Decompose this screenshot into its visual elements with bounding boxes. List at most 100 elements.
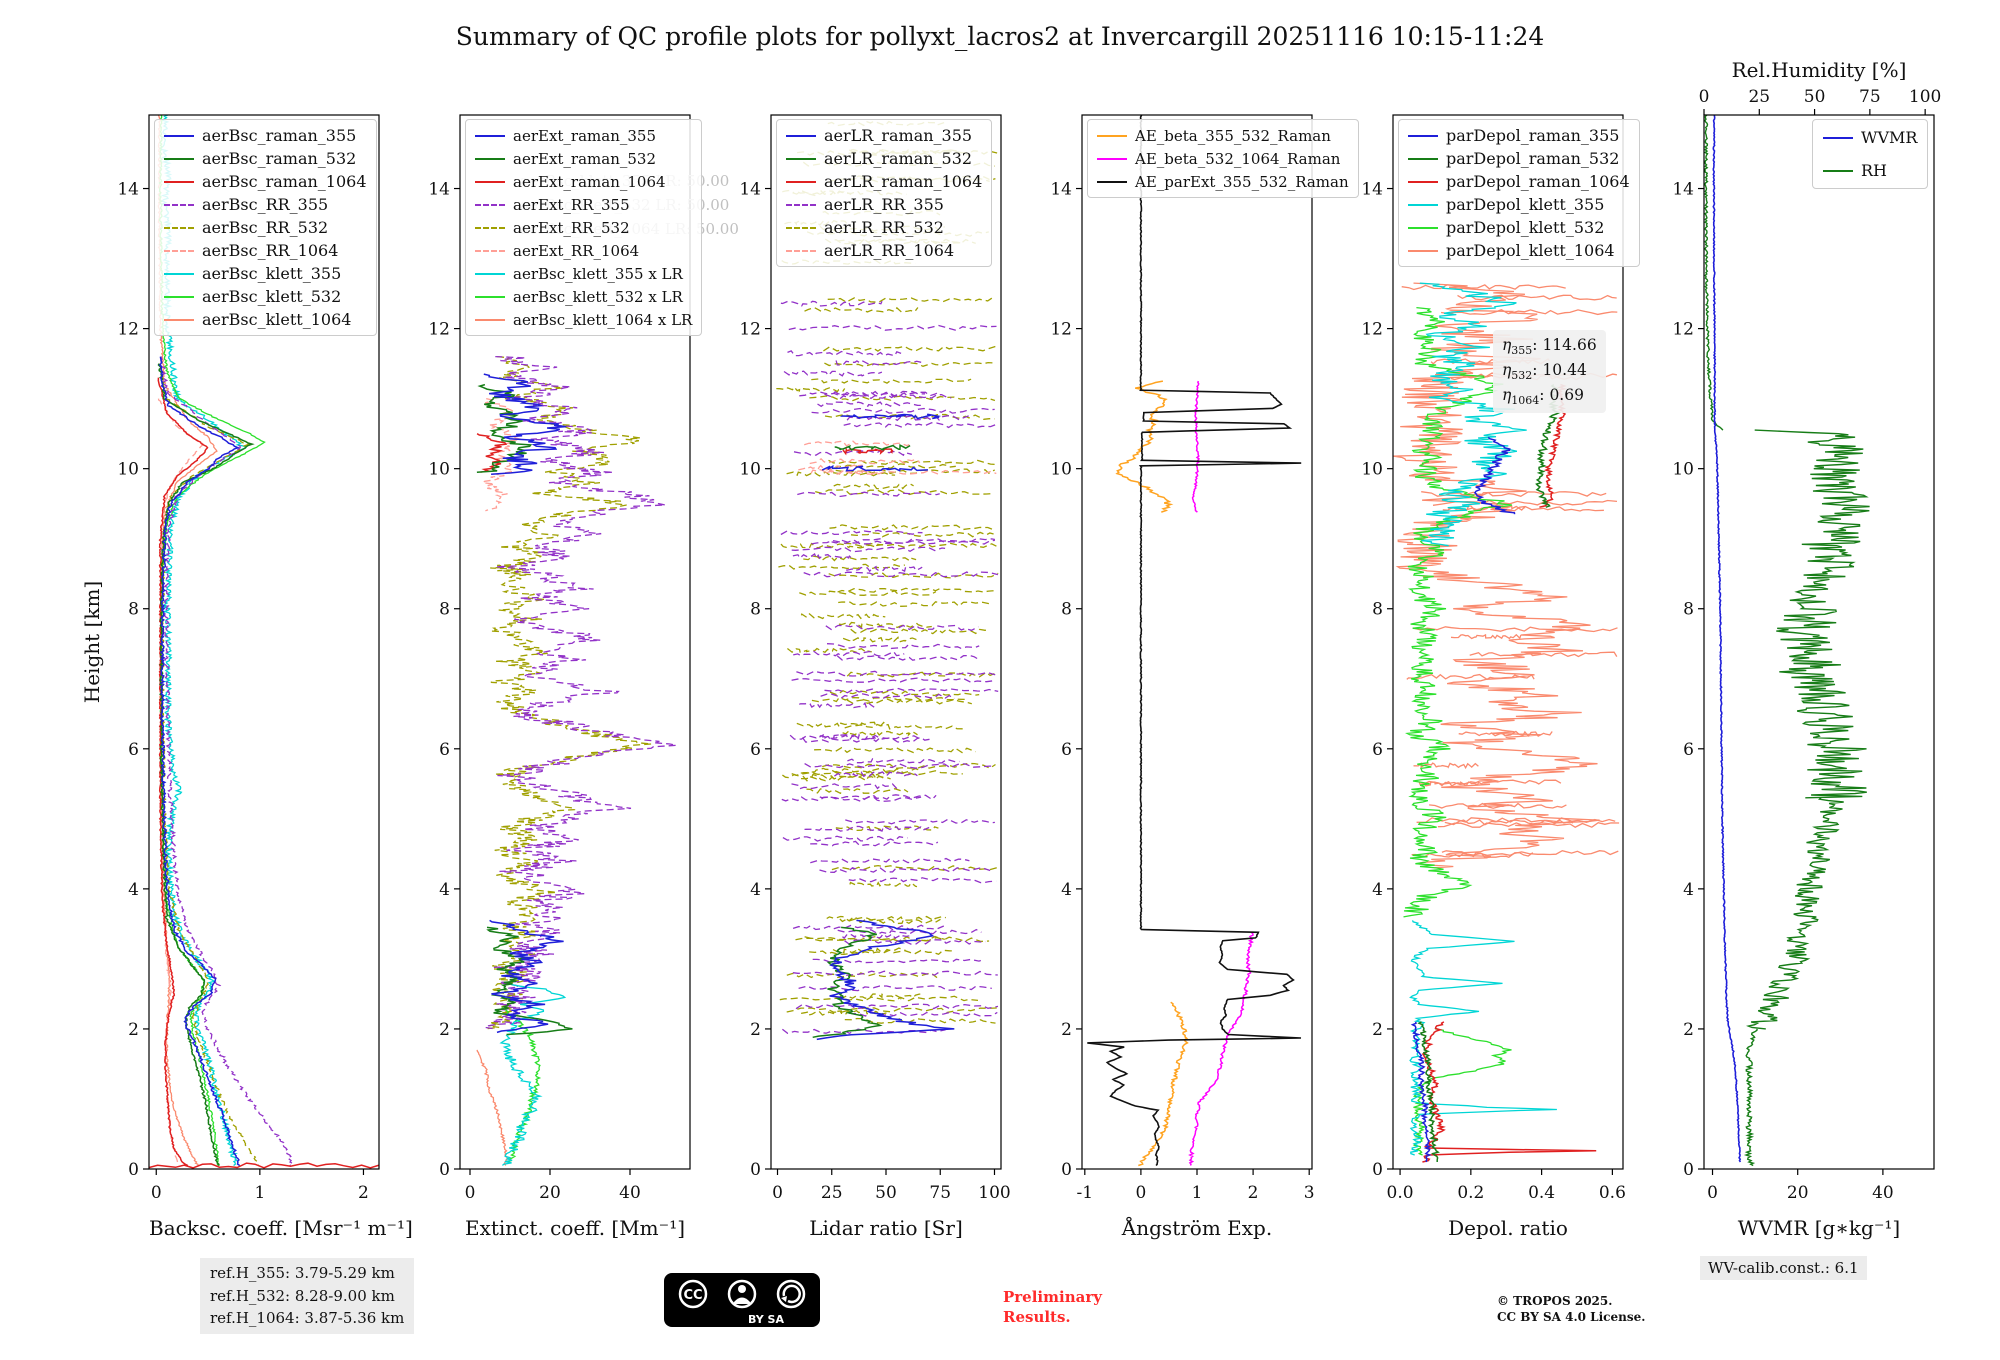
- series-line: [844, 939, 986, 946]
- x-tick-label: 0: [772, 1183, 783, 1203]
- series-line: [829, 524, 993, 531]
- series-line: [1442, 505, 1526, 512]
- series-line: [799, 590, 937, 597]
- legend-line-sample: [164, 157, 194, 160]
- y-tick-label: 0: [750, 1160, 761, 1180]
- series-line: [834, 771, 918, 778]
- series-line: [798, 985, 992, 992]
- series-line: [815, 489, 994, 496]
- x-axis-label: Depol. ratio: [1448, 1216, 1568, 1240]
- legend-line-sample: [1408, 203, 1438, 206]
- series-line: [1444, 819, 1574, 826]
- series-line: [824, 390, 939, 398]
- y-tick-label: 0: [1061, 1160, 1072, 1180]
- y-tick-label: 12: [117, 320, 139, 340]
- preliminary-results-note: Preliminary Results.: [1003, 1288, 1102, 1327]
- legend-label: aerExt_raman_1064: [513, 172, 666, 191]
- share-alike-arrow: [782, 1284, 801, 1304]
- series-line: [824, 361, 996, 368]
- legend-line-sample: [475, 180, 505, 183]
- legend-label: aerBsc_raman_532: [202, 149, 357, 168]
- y-tick-label: 10: [117, 460, 139, 480]
- legend-line-sample: [164, 318, 194, 321]
- series-line: [796, 721, 887, 729]
- legend-line-sample: [475, 249, 505, 252]
- preliminary-line-2: Results.: [1003, 1307, 1071, 1326]
- series-line: [476, 1049, 509, 1166]
- series-line: [834, 443, 911, 451]
- y-tick-label: 10: [428, 460, 450, 480]
- legend-item: aerExt_RR_1064: [475, 241, 692, 260]
- series-line: [824, 687, 999, 694]
- legend-item: aerLR_raman_532: [786, 149, 982, 168]
- x-tick-label: 0.0: [1387, 1183, 1414, 1203]
- legend-label: aerExt_RR_355: [513, 195, 630, 214]
- legend-item: aerBsc_klett_532: [164, 287, 367, 306]
- x-tick-label: 75: [929, 1183, 951, 1203]
- legend-item: aerBsc_raman_532: [164, 149, 367, 168]
- legend-label: aerBsc_klett_532 x LR: [513, 287, 683, 306]
- series-line: [1473, 436, 1516, 515]
- legend-line-sample: [786, 226, 816, 229]
- series-line: [1437, 821, 1620, 828]
- legend-line-sample: [164, 134, 194, 137]
- series-line: [833, 483, 914, 490]
- series-line: [834, 463, 956, 469]
- legend-line-sample: [786, 157, 816, 160]
- series-line: [786, 647, 872, 654]
- series-line: [824, 413, 995, 420]
- series-line: [482, 355, 677, 1030]
- y-tick-label: 8: [439, 600, 450, 620]
- x-tick-label: 25: [821, 1183, 843, 1203]
- series-line: [1413, 762, 1479, 770]
- series-line: [786, 470, 896, 477]
- x-tick-label: 2: [358, 1183, 369, 1203]
- copyright-line-1: © TROPOS 2025.: [1497, 1294, 1613, 1308]
- axes-frame: [148, 114, 380, 1170]
- person-head: [738, 1285, 746, 1293]
- series-line: [842, 932, 913, 940]
- axes-frame: [459, 114, 691, 1170]
- preliminary-line-1: Preliminary: [1003, 1288, 1102, 1306]
- series-line: [819, 733, 879, 741]
- series-line: [780, 542, 883, 549]
- legend: parDepol_raman_355 parDepol_raman_532 parD…: [1398, 119, 1640, 267]
- series-line: [1138, 1001, 1189, 1167]
- legend-item: aerBsc_klett_1064 x LR: [475, 310, 692, 329]
- series-line: [803, 555, 917, 562]
- series-line: [1087, 115, 1302, 1167]
- series-line: [837, 587, 995, 593]
- y-tick-label: 6: [1683, 740, 1694, 760]
- x-tick-label: 50: [875, 1183, 897, 1203]
- legend-label: aerBsc_raman_355: [202, 126, 357, 145]
- y-tick-label: 0: [128, 1160, 139, 1180]
- series-line: [1457, 294, 1617, 301]
- legend-line-sample: [164, 203, 194, 206]
- series-line: [791, 770, 963, 776]
- x-tick-label: 0.6: [1599, 1183, 1626, 1203]
- series-line: [486, 926, 573, 1036]
- y-tick-label: 14: [117, 180, 139, 200]
- legend-item: aerExt_raman_1064: [475, 172, 692, 191]
- y-tick-label: 12: [739, 320, 761, 340]
- legend-label: parDepol_raman_355: [1446, 126, 1620, 145]
- x-axis-label: Ångström Exp.: [1121, 1216, 1273, 1240]
- legend-item: aerBsc_klett_532 x LR: [475, 287, 692, 306]
- legend-line-sample: [786, 203, 816, 206]
- series-line: [1191, 380, 1201, 513]
- series-line: [1417, 1021, 1440, 1162]
- eta-value: η355: 114.66: [1502, 336, 1597, 358]
- series-line: [489, 919, 564, 1034]
- legend-item: parDepol_klett_532: [1408, 218, 1630, 237]
- y-tick-label: 8: [128, 600, 139, 620]
- series-line: [804, 825, 930, 832]
- y-tick-label: 2: [750, 1020, 761, 1040]
- legend-item: aerLR_raman_1064: [786, 172, 982, 191]
- x-tick-label: -1: [1077, 1183, 1094, 1203]
- axes-frame: [1392, 114, 1624, 1170]
- legend-label: aerLR_raman_355: [824, 126, 973, 145]
- series-line: [821, 464, 929, 472]
- series-line: [835, 360, 922, 366]
- subplot-2: 0 2 4 6 8 10 12 14 0 20 40: [428, 114, 691, 1203]
